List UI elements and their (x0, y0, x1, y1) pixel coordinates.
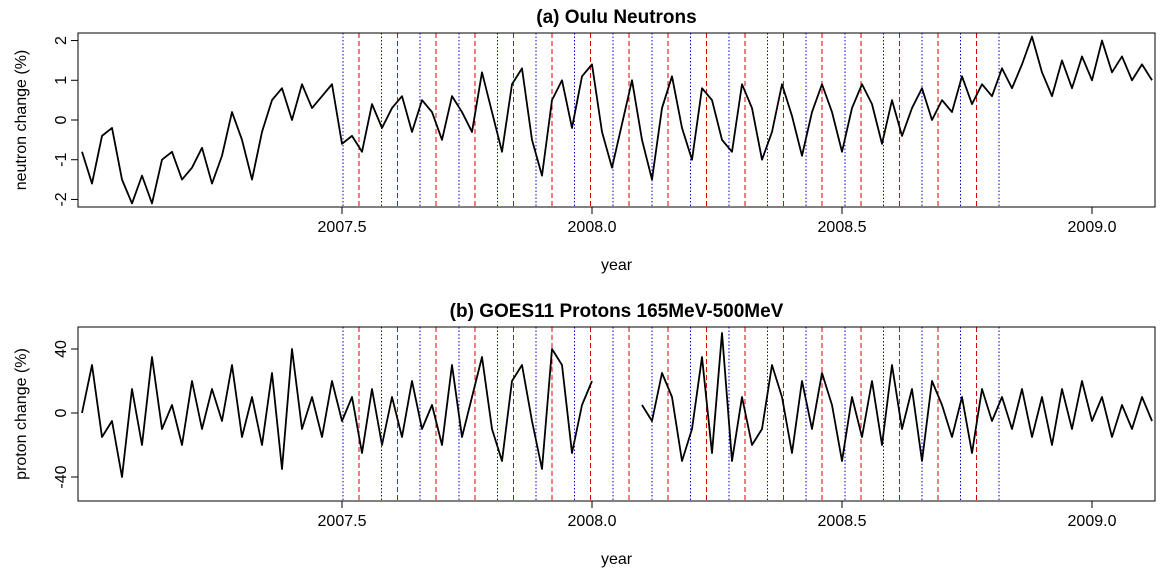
y-tick-label: -1 (53, 153, 70, 167)
x-tick-label: 2008.0 (568, 219, 617, 236)
y-axis-label: proton change (%) (13, 348, 30, 480)
y-tick-label: 40 (53, 340, 70, 358)
y-axis-label: neutron change (%) (13, 50, 30, 191)
x-tick-label: 2008.0 (568, 513, 617, 530)
x-tick-label: 2007.5 (318, 513, 367, 530)
data-line (81, 35, 1153, 205)
y-tick-label: 0 (53, 115, 70, 124)
x-tick-label: 2009.0 (1068, 513, 1117, 530)
y-tick-label: -40 (53, 465, 70, 488)
x-tick-label: 2008.5 (818, 219, 867, 236)
chart-title: (b) GOES11 Protons 165MeV-500MeV (450, 301, 784, 322)
plot-frame (77, 32, 1156, 208)
x-axis-label: year (601, 551, 633, 568)
y-tick-label: 0 (53, 408, 70, 417)
x-tick-label: 2007.5 (318, 219, 367, 236)
y-tick-label: -2 (53, 192, 70, 206)
y-tick-label: 1 (53, 76, 70, 85)
x-axis-label: year (601, 257, 633, 274)
y-tick-label: 2 (53, 36, 70, 45)
x-tick-label: 2009.0 (1068, 219, 1117, 236)
chart-title: (a) Oulu Neutrons (536, 7, 696, 28)
plot-frame (77, 326, 1156, 502)
x-tick-label: 2008.5 (818, 513, 867, 530)
data-line (81, 332, 1153, 478)
